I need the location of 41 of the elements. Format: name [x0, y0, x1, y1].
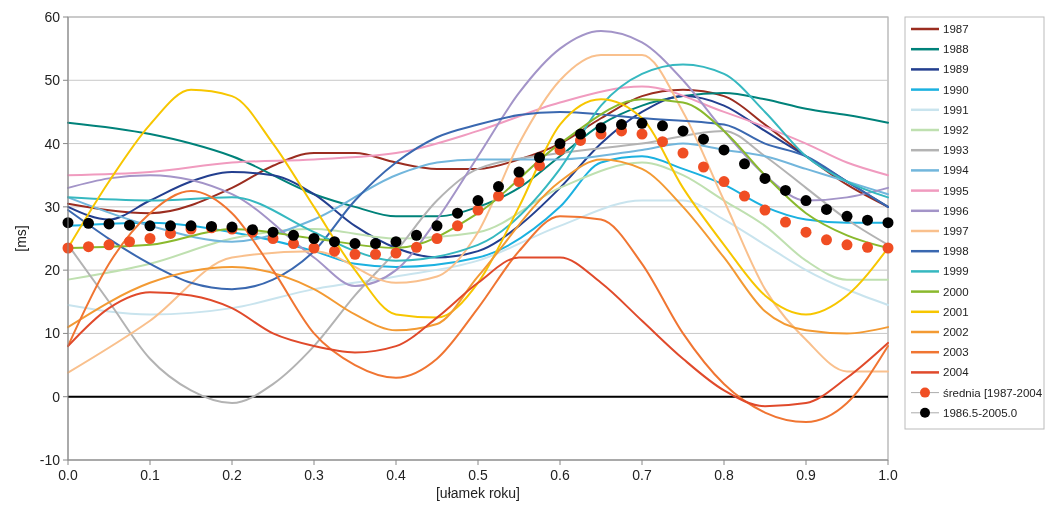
legend-label: 1996 — [943, 204, 969, 217]
legend-label: średnia [1987-2004 — [943, 386, 1043, 399]
y-tick-label: 0 — [52, 388, 61, 405]
legend-label: 1988 — [943, 43, 969, 56]
y-tick-label: 20 — [44, 262, 61, 279]
legend-label: 1990 — [943, 83, 969, 96]
legend-label: 2002 — [943, 326, 969, 338]
x-tick-label: 0.4 — [386, 467, 406, 483]
y-tick-label: -10 — [39, 452, 61, 468]
legend-label: 1991 — [943, 103, 969, 116]
legend-label: 1998 — [943, 245, 969, 258]
x-tick-label: 1.0 — [878, 467, 898, 483]
x-tick-label: 0.9 — [796, 467, 816, 483]
legend-label: 1987 — [943, 23, 969, 35]
x-tick-label: 0.0 — [58, 467, 78, 483]
y-tick-label: 10 — [44, 325, 61, 342]
y-tick-label: 30 — [44, 198, 61, 215]
legend-label: 1995 — [943, 184, 969, 197]
legend-label: 1997 — [943, 225, 969, 237]
legend-label: 2003 — [943, 346, 969, 359]
y-tick-label: 60 — [44, 9, 61, 25]
x-tick-label: 0.5 — [468, 467, 488, 483]
legend-label: 1989 — [943, 63, 969, 76]
x-tick-label: 0.8 — [714, 467, 734, 483]
legend-label: 1993 — [943, 144, 969, 157]
x-axis-title: [ułamek roku] — [435, 485, 521, 501]
x-tick-label: 0.6 — [550, 467, 570, 483]
x-tick-label: 0.2 — [222, 467, 242, 483]
legend-label: 1999 — [943, 265, 969, 278]
x-tick-label: 0.3 — [304, 467, 324, 483]
y-axis-title: [ms] — [13, 225, 29, 252]
x-tick-label: 0.1 — [140, 467, 160, 483]
legend-label: 1986.5-2005.0 — [943, 406, 1018, 419]
y-tick-label: 50 — [44, 72, 61, 89]
legend-label: 1994 — [943, 164, 970, 177]
legend-label: 2004 — [943, 366, 970, 379]
legend-label: 2000 — [943, 285, 969, 298]
x-tick-label: 0.7 — [632, 467, 652, 483]
y-tick-label: 40 — [44, 135, 61, 152]
legend-label: 1992 — [943, 124, 969, 136]
legend-label: 2001 — [943, 305, 969, 318]
